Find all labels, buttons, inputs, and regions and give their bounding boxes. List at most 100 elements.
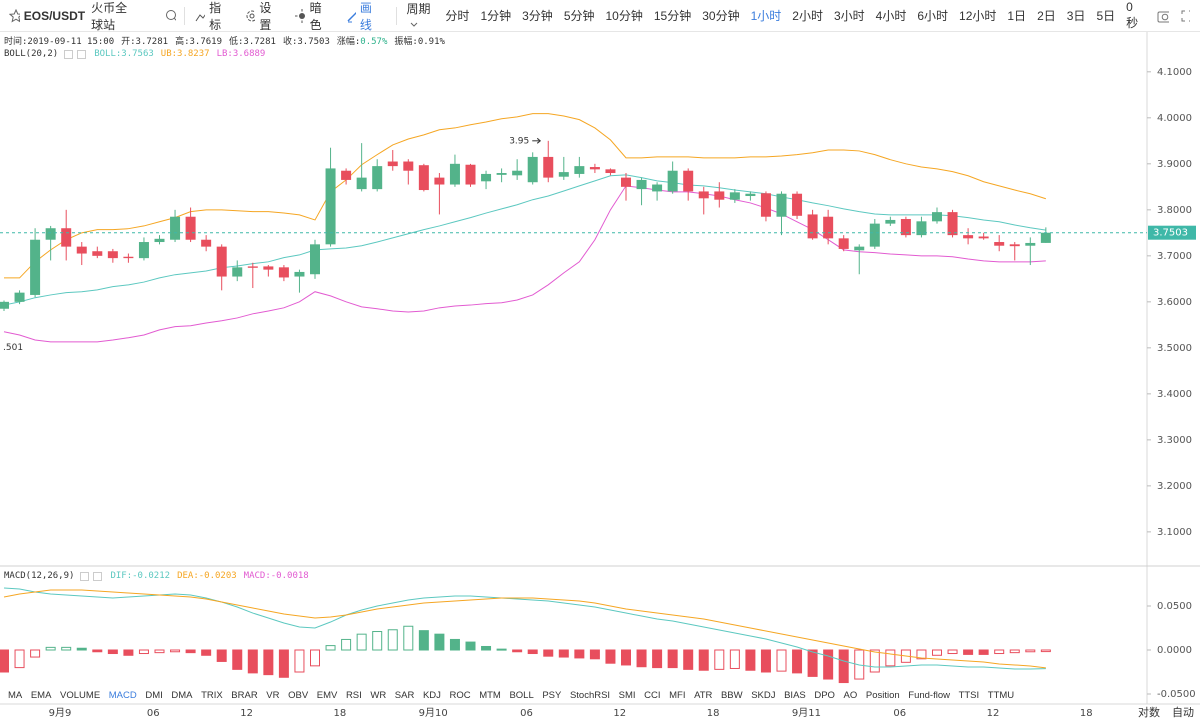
scale-button[interactable]: 对数 (1138, 705, 1160, 719)
candle-body (216, 246, 227, 277)
indicator-tab[interactable]: TTMU (987, 690, 1015, 701)
period-button[interactable]: 5分钟 (563, 9, 595, 23)
period-button[interactable]: 30分钟 (702, 9, 740, 23)
candle-body (636, 179, 647, 190)
ohlc-info: 时间:2019-09-11 15:00 开:3.7281 高:3.7619 低:3.7… (4, 34, 452, 47)
indicator-tab[interactable]: BOLL (509, 690, 534, 701)
indicator-tab[interactable]: WR (370, 690, 387, 701)
period-button[interactable]: 15分钟 (653, 9, 692, 23)
indicator-tab[interactable]: KDJ (422, 690, 441, 701)
period-button[interactable]: 3小时 (833, 9, 865, 23)
indicator-tab[interactable]: EMA (30, 690, 52, 701)
macd-bar (512, 649, 523, 653)
macd-bar (869, 649, 880, 673)
indicator-tab[interactable]: PSY (542, 690, 562, 701)
indicator-tab[interactable]: AO (843, 690, 858, 701)
indicator-tab[interactable]: MTM (479, 690, 501, 701)
period-button[interactable]: 12小时 (959, 9, 997, 23)
macd-bar (1025, 649, 1036, 653)
remove-indicator[interactable] (93, 571, 103, 581)
info-item: 高:3.7619 (175, 34, 222, 47)
indicator-tab[interactable]: BRAR (231, 690, 258, 701)
fullscreen-icon[interactable] (1181, 10, 1190, 22)
screenshot-icon[interactable] (1157, 9, 1169, 23)
settings-button[interactable]: 设置 (245, 0, 277, 33)
macd-bar (605, 649, 616, 664)
indicator-tab[interactable]: SAR (394, 690, 415, 701)
indicator-tab[interactable]: ROC (449, 690, 471, 701)
indicator-tab[interactable]: DPO (814, 690, 835, 701)
candle-body (807, 214, 818, 239)
macd-bar (372, 631, 383, 651)
period-button[interactable]: 1日 (1007, 9, 1027, 23)
search-icon[interactable] (165, 9, 176, 23)
macd-bar (0, 649, 9, 673)
indicator-tab[interactable]: MACD (108, 690, 137, 701)
indicator-tab[interactable]: BBW (720, 690, 743, 701)
candle-body (854, 246, 865, 251)
period-button[interactable]: 10分钟 (605, 9, 643, 23)
indicator-tab[interactable]: TRIX (201, 690, 223, 701)
draw-button[interactable]: 画线 (346, 0, 378, 33)
x-tick-label: 18 (707, 708, 720, 719)
period-button[interactable]: 1分钟 (480, 9, 512, 23)
macd-bar (1009, 649, 1020, 654)
indicator-tab[interactable]: MFI (669, 690, 686, 701)
indicator-tab[interactable]: ATR (694, 690, 713, 701)
info-value: 3.7281 (135, 36, 169, 47)
indicator-tab[interactable]: SKDJ (751, 690, 776, 701)
period-button[interactable]: 2小时 (792, 9, 823, 23)
button-label: 设置 (259, 0, 272, 32)
y-tick-label: 3.2000 (1157, 481, 1192, 492)
period-button[interactable]: 3日 (1066, 9, 1086, 23)
macd-bar (527, 649, 538, 655)
candle-body (278, 267, 289, 278)
scale-button[interactable]: 自动 (1172, 706, 1194, 719)
remove-indicator[interactable] (77, 49, 87, 59)
period-menu[interactable]: 周期 (407, 0, 434, 31)
legend-entry: BOLL:3.7563 (94, 49, 154, 59)
period-button[interactable]: 3分钟 (522, 9, 553, 23)
macd-bar (994, 649, 1005, 655)
y-tick-label: 4.1000 (1157, 67, 1192, 78)
period-button[interactable]: 分时 (445, 9, 470, 23)
y-tick-label: 3.4000 (1157, 389, 1192, 400)
theme-button[interactable]: 暗色 (295, 0, 327, 33)
indicator-tab[interactable]: EMV (316, 690, 338, 701)
info-item: 时间:2019-09-11 15:00 (4, 34, 114, 47)
period-button[interactable]: 6小时 (917, 9, 949, 23)
indicator-tab[interactable]: Fund-flow (908, 690, 950, 701)
indicator-tab[interactable]: BIAS (784, 690, 806, 701)
indicator-tab[interactable]: Position (865, 690, 900, 701)
indicator-tab[interactable]: OBV (288, 690, 309, 701)
period-button[interactable]: 2日 (1037, 9, 1056, 23)
indicator-tab[interactable]: MA (8, 690, 23, 701)
indicator-tab[interactable]: VR (266, 690, 280, 701)
period-button[interactable]: 5日 (1096, 9, 1116, 23)
period-button[interactable]: 4小时 (875, 9, 907, 23)
x-tick-label: 06 (520, 708, 533, 719)
macd-bar (667, 649, 678, 669)
divider (183, 6, 185, 25)
macd-bar (201, 649, 212, 656)
indicator-tab[interactable]: SMI (618, 690, 636, 701)
period-button[interactable]: 1小时 (750, 9, 782, 23)
indicator-tab[interactable]: TTSI (958, 690, 980, 701)
candle-body (14, 292, 25, 302)
visibility-toggle[interactable] (64, 49, 74, 59)
macd-bar (481, 645, 492, 651)
candle-body (714, 191, 725, 200)
indicator-tab[interactable]: VOLUME (60, 690, 101, 701)
indicator-tab[interactable]: RSI (345, 690, 362, 701)
indicator-tab[interactable]: DMI (145, 690, 163, 701)
macd-bar (558, 649, 569, 658)
indicator-tab[interactable]: StochRSI (569, 690, 611, 701)
visibility-toggle[interactable] (80, 571, 90, 581)
y-tick-label: 3.9000 (1157, 159, 1192, 170)
indicator-tab[interactable]: DMA (171, 690, 193, 701)
indicator-tab[interactable]: CCI (644, 690, 661, 701)
candle-body (698, 191, 709, 199)
favorite-icon[interactable] (9, 8, 20, 23)
symbol[interactable]: EOS/USDT (23, 8, 86, 23)
indicator-button[interactable]: 指标 (195, 0, 227, 33)
